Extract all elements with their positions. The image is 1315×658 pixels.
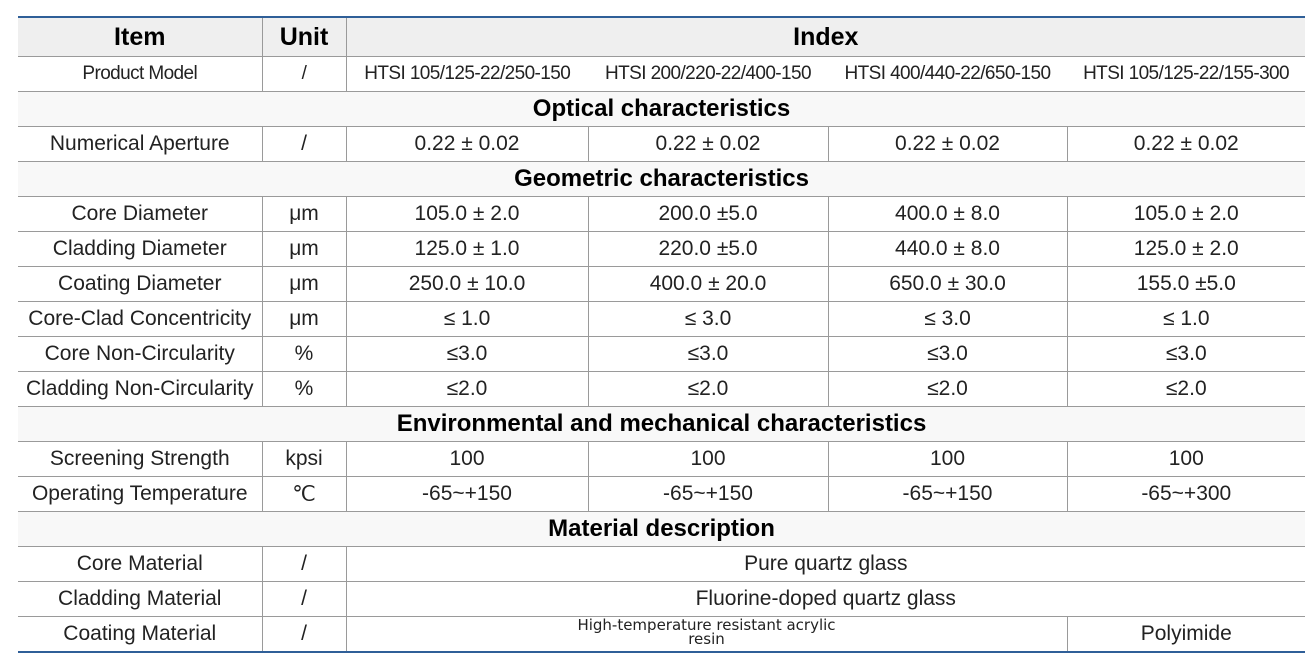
value-cell: 400.0 ± 8.0 <box>827 196 1067 232</box>
value-cell: HTSI 400/440-22/650-150 <box>828 56 1067 92</box>
value-cell: ≤3.0 <box>345 336 588 372</box>
unit-cell: % <box>261 371 346 407</box>
item-cell: Cladding Diameter <box>18 231 262 267</box>
value-cell: ≤2.0 <box>827 371 1067 407</box>
item-cell: Core Diameter <box>18 196 262 232</box>
value-cell: ≤3.0 <box>1066 336 1306 372</box>
value-cell: ≤2.0 <box>587 371 828 407</box>
value-cell: Pure quartz glass <box>345 546 1306 582</box>
section-title: Optical characteristics <box>18 91 1306 127</box>
section-row: Material description <box>18 511 1306 547</box>
section-title: Environmental and mechanical characteris… <box>18 406 1306 442</box>
row: Core-Clad Concentricity μm ≤ 1.0 ≤ 3.0 ≤ 3.0… <box>18 301 1306 337</box>
value-cell: Fluorine-doped quartz glass <box>345 581 1306 617</box>
value-cell: HTSI 105/125-22/250-150 <box>345 56 588 92</box>
unit-cell: / <box>261 56 346 92</box>
value-cell: High-temperature resistant acrylic resin <box>345 616 1067 653</box>
item-cell: Operating Temperature <box>18 476 262 512</box>
item-cell: Cladding Non-Circularity <box>18 371 262 407</box>
row: Core Diameter μm 105.0 ± 2.0 200.0 ±5.0 400.… <box>18 196 1306 232</box>
section-title: Material description <box>18 511 1306 547</box>
value-cell: HTSI 105/125-22/155-300 <box>1067 56 1306 92</box>
value-cell: 0.22 ± 0.02 <box>827 126 1067 162</box>
unit-cell: / <box>261 126 346 162</box>
unit-cell: μm <box>261 266 346 302</box>
item-cell: Coating Material <box>18 616 262 653</box>
value-cell: -65~+150 <box>827 476 1067 512</box>
section-row: Optical characteristics <box>18 91 1306 127</box>
value-cell: 105.0 ± 2.0 <box>1066 196 1306 232</box>
value-cell: ≤2.0 <box>345 371 588 407</box>
row: Cladding Diameter μm 125.0 ± 1.0 220.0 ±5.0… <box>18 231 1306 267</box>
unit-cell: μm <box>261 301 346 337</box>
value-cell: 125.0 ± 1.0 <box>345 231 588 267</box>
unit-cell: ℃ <box>261 476 346 512</box>
value-cell: 100 <box>827 441 1067 477</box>
item-cell: Cladding Material <box>18 581 262 617</box>
item-cell: Product Model <box>18 56 262 92</box>
spec-table: Item Unit Index Product Model / HTSI 105/1… <box>18 16 1306 653</box>
value-cell: ≤2.0 <box>1066 371 1306 407</box>
unit-cell: / <box>261 581 346 617</box>
value-cell: ≤3.0 <box>827 336 1067 372</box>
value-cell: Polyimide <box>1066 616 1306 653</box>
unit-cell: % <box>261 336 346 372</box>
item-cell: Core Material <box>18 546 262 582</box>
item-cell: Numerical Aperture <box>18 126 262 162</box>
value-cell: ≤ 1.0 <box>1066 301 1306 337</box>
unit-cell: kpsi <box>261 441 346 477</box>
value-cell: 220.0 ±5.0 <box>587 231 828 267</box>
value-cell: 440.0 ± 8.0 <box>827 231 1067 267</box>
item-cell: Coating Diameter <box>18 266 262 302</box>
value-cell: 0.22 ± 0.02 <box>1066 126 1306 162</box>
value-cell: ≤ 3.0 <box>827 301 1067 337</box>
value-cell: -65~+150 <box>587 476 828 512</box>
value-cell: -65~+150 <box>345 476 588 512</box>
unit-cell: / <box>261 616 346 653</box>
value-cell: ≤ 3.0 <box>587 301 828 337</box>
table-body: Item Unit Index Product Model / HTSI 105/1… <box>18 17 1306 653</box>
item-cell: Core-Clad Concentricity <box>18 301 262 337</box>
row: Numerical Aperture/0.22 ± 0.02 0.22 ± 0.0… <box>18 126 1306 162</box>
header-cell: Unit <box>261 17 346 57</box>
value-cell: -65~+300 <box>1066 476 1306 512</box>
unit-cell: μm <box>261 196 346 232</box>
row: Core Non-Circularity% ≤3.0 ≤3.0 ≤3.0 ≤3.0 <box>18 336 1306 372</box>
row: Cladding Material / Fluorine-doped quartz … <box>18 581 1306 617</box>
section-row: Geometric characteristics <box>18 161 1306 197</box>
item-cell: Screening Strength <box>18 441 262 477</box>
row: Core Material / Pure quartz glass <box>18 546 1306 582</box>
value-cell: 0.22 ± 0.02 <box>587 126 828 162</box>
value-cell: 100 <box>345 441 588 477</box>
value-cell: ≤3.0 <box>587 336 828 372</box>
value-cell: 200.0 ±5.0 <box>587 196 828 232</box>
header-cell: Index <box>345 17 1306 57</box>
value-cell: 105.0 ± 2.0 <box>345 196 588 232</box>
row: Coating Material / High-temperature resist… <box>18 616 1306 653</box>
section-title: Geometric characteristics <box>18 161 1306 197</box>
value-cell: 100 <box>1066 441 1306 477</box>
header-row: Item Unit Index <box>18 17 1306 57</box>
value-cell: 0.22 ± 0.02 <box>345 126 588 162</box>
item-cell: Core Non-Circularity <box>18 336 262 372</box>
value-text: High-temperature resistant acrylic resin <box>577 616 836 648</box>
value-cell: 100 <box>587 441 828 477</box>
value-cell: 125.0 ± 2.0 <box>1066 231 1306 267</box>
section-row: Environmental and mechanical characteris… <box>18 406 1306 442</box>
value-cell: 155.0 ±5.0 <box>1066 266 1306 302</box>
row: Cladding Non-Circularity% ≤2.0 ≤2.0 ≤2.0 ≤2.… <box>18 371 1306 407</box>
value-cell: 650.0 ± 30.0 <box>827 266 1067 302</box>
value-cell: 250.0 ± 10.0 <box>345 266 588 302</box>
value-cell: HTSI 200/220-22/400-150 <box>588 56 828 92</box>
row: Product Model / HTSI 105/125-22/250-150 HTS… <box>18 56 1306 92</box>
value-cell: ≤ 1.0 <box>345 301 588 337</box>
row: Operating Temperature ℃ -65~+150 -65~+150 -6… <box>18 476 1306 512</box>
unit-cell: / <box>261 546 346 582</box>
row: Screening Strength kpsi 100 100 100 100 <box>18 441 1306 477</box>
row: Coating Diameter μm 250.0 ± 10.0 400.0 ± 20… <box>18 266 1306 302</box>
value-cell: 400.0 ± 20.0 <box>587 266 828 302</box>
header-cell: Item <box>18 17 262 57</box>
unit-cell: μm <box>261 231 346 267</box>
